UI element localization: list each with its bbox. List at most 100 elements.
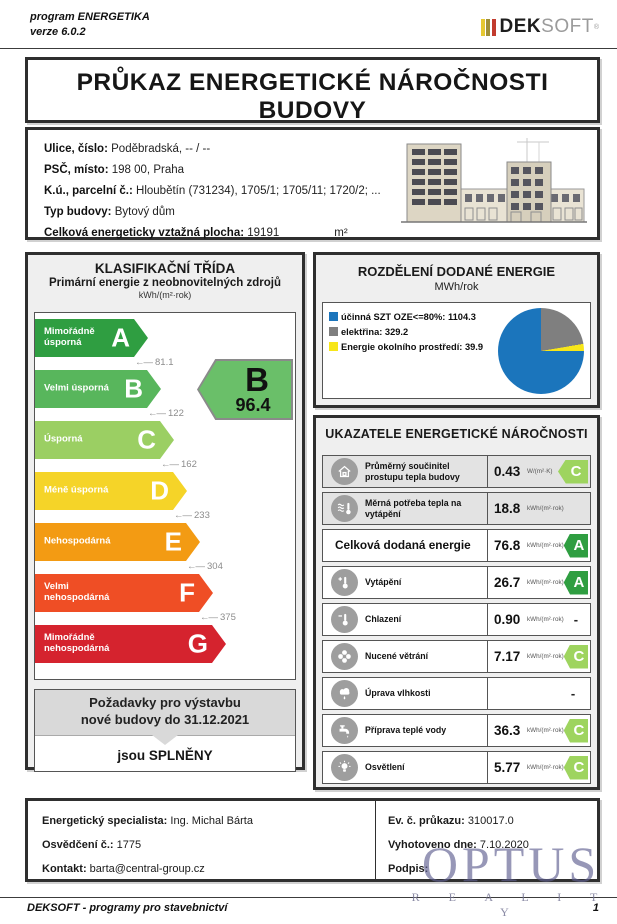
info-value: 19191 [247, 227, 280, 239]
legend-item: účinná SZT OZE<=80%: 1104.3 [329, 310, 483, 325]
indicator-value: 0.43 [494, 464, 521, 479]
indicator-row: Nucené větrání 7.17 kWh/(m²·rok) C [322, 640, 591, 673]
specialist-divider [375, 801, 376, 879]
scale-threshold: ←— 162 [161, 459, 295, 472]
deksoft-logo: DEK SOFT ® [480, 16, 599, 38]
threshold-value: 162 [181, 459, 197, 470]
pie-unit: MWh/rok [434, 281, 479, 293]
class-badge: C [563, 644, 588, 669]
band-label: Úsporná [44, 433, 83, 445]
specialist-box: Energetický specialista: Ing. Michal Bár… [25, 798, 600, 882]
class-letter: C [573, 759, 585, 776]
info-row: Typ budovy: Bytový dům [44, 202, 381, 223]
footer-text: DEKSOFT - programy pro stavebnictví [27, 902, 228, 914]
legend-swatch-icon [329, 342, 338, 351]
band-letter: C [137, 424, 156, 455]
scale-band-a: Mimořádně úsporná A [35, 319, 148, 357]
area-unit: m² [334, 227, 348, 239]
indicator-unit: kWh/(m²·rok) [527, 542, 564, 549]
requirements-result: jsou SPLNĚNY [117, 747, 213, 763]
ventilation-icon [330, 643, 358, 670]
heat-demand-icon [330, 495, 358, 522]
threshold-arrow-icon: ←— [161, 459, 179, 470]
class-letter: C [570, 463, 582, 480]
spec-row: Osvědčení č.: 1775 [42, 833, 253, 857]
requirements-line1: Požadavky pro výstavbu [89, 695, 241, 710]
info-value: Hloubětín (731234), 1705/1; 1705/11; 172… [136, 185, 381, 197]
energy-distribution-panel: ROZDĚLENÍ DODANÉ ENERGIE MWh/rok účinná … [313, 252, 600, 408]
deksoft-logo-bars-icon [480, 18, 496, 36]
indicator-unit: kWh/(m²·rok) [527, 616, 564, 623]
band-letter: B [124, 373, 143, 404]
legend-label: elektřina: 329.2 [341, 327, 409, 337]
indicator-unit: kWh/(m²·rok) [527, 764, 564, 771]
band-label: Mimořádně úsporná [44, 326, 95, 348]
spec-label: Ev. č. průkazu: [388, 815, 465, 827]
document-title: PRŮKAZ ENERGETICKÉ NÁROČNOSTI BUDOVY [76, 69, 549, 124]
pie-legend: účinná SZT OZE<=80%: 1104.3 elektřina: 3… [329, 310, 483, 355]
indicator-row: Průměrný součinitel prostupu tepla budov… [322, 455, 591, 488]
scale-band-b: Velmi úsporná B [35, 370, 161, 408]
scale-threshold: ←— 122 [148, 408, 295, 421]
class-badge: C [558, 459, 588, 484]
indicator-value: 26.7 [494, 575, 521, 590]
legend-item: elektřina: 329.2 [329, 325, 483, 340]
logo-text-dek: DEK [499, 16, 542, 37]
requirements-line2: nové budovy do 31.12.2021 [80, 711, 250, 727]
watermark-sub: R E A L I T Y [411, 890, 611, 919]
rating-indicator-arrow: B 96.4 [197, 359, 293, 420]
info-row: Celková energeticky vztažná plocha: 1919… [44, 223, 381, 244]
threshold-value: 81.1 [155, 357, 174, 368]
title-box: PRŮKAZ ENERGETICKÉ NÁROČNOSTI BUDOVY vyd… [25, 57, 600, 139]
pie-title: ROZDĚLENÍ DODANÉ ENERGIE [357, 264, 556, 279]
spec-row: Kontakt: barta@central-group.cz [42, 857, 253, 881]
scale-threshold: ←— 304 [187, 561, 295, 574]
threshold-value: 122 [168, 408, 184, 419]
scale-band-d: Méně úsporná D [35, 472, 187, 510]
threshold-arrow-icon: ←— [174, 510, 192, 521]
requirements-box: Požadavky pro výstavbu nové budovy do 31… [34, 689, 296, 772]
spec-label: Podpis: [388, 863, 429, 875]
info-label: Celková energeticky vztažná plocha: [44, 227, 245, 239]
requirements-header: Požadavky pro výstavbu nové budovy do 31… [35, 690, 295, 745]
band-letter: D [150, 475, 169, 506]
spec-row: Ev. č. průkazu: 310017.0 [388, 809, 529, 833]
class-none: - [573, 612, 579, 627]
threshold-arrow-icon: ←— [187, 561, 205, 572]
humidity-icon [330, 680, 358, 707]
building-info-lines: Ulice, číslo: Poděbradská, -- / -- PSČ, … [44, 139, 381, 244]
indicator-unit: kWh/(m²·rok) [527, 727, 564, 734]
spec-value: 7.10.2020 [479, 839, 529, 851]
indicator-label: Nucené větrání [365, 651, 429, 662]
scale-threshold: ←— 233 [174, 510, 295, 523]
classification-panel: KLASIFIKAČNÍ TŘÍDA Primární energie z ne… [25, 252, 305, 772]
indicators-panel: UKAZATELE ENERGETICKÉ NÁROČNOSTI Průměrn… [313, 415, 600, 790]
threshold-value: 233 [194, 510, 210, 521]
spec-label: Osvědčení č.: [42, 839, 114, 851]
class-letter: C [573, 648, 585, 665]
indicator-value: 76.8 [494, 538, 521, 553]
header-divider [0, 48, 617, 49]
spec-value: Ing. Michal Bárta [170, 815, 253, 827]
rating-value: 96.4 [235, 395, 271, 415]
indicator-value: 7.17 [494, 649, 521, 664]
spec-row: Podpis: [388, 857, 529, 881]
indicator-row: Celková dodaná energie 76.8 kWh/(m²·rok)… [322, 529, 591, 562]
class-letter: C [573, 722, 585, 739]
legend-item: Energie okolního prostředí: 39.9 [329, 340, 483, 355]
indicator-row: Měrná potřeba tepla na vytápění 18.8 kWh… [322, 492, 591, 525]
indicator-value: 36.3 [494, 723, 521, 738]
scale-threshold: ←— 81.1 [135, 357, 295, 370]
scale-threshold: ←— 375 [200, 612, 295, 625]
indicators-title: UKAZATELE ENERGETICKÉ NÁROČNOSTI [325, 427, 588, 441]
info-row: K.ú., parcelní č.: Hloubětín (731234), 1… [44, 181, 381, 202]
spec-value: barta@central-group.cz [89, 863, 205, 875]
classification-unit: kWh/(m²·rok) [138, 290, 192, 300]
classification-subtitle: Primární energie z neobnovitelných zdroj… [49, 277, 281, 289]
indicator-unit: kWh/(m²·rok) [527, 579, 564, 586]
indicator-label: Osvětlení [365, 762, 405, 773]
band-label: Mimořádně nehospodárná [44, 632, 110, 654]
threshold-arrow-icon: ←— [148, 408, 166, 419]
threshold-value: 304 [207, 561, 223, 572]
